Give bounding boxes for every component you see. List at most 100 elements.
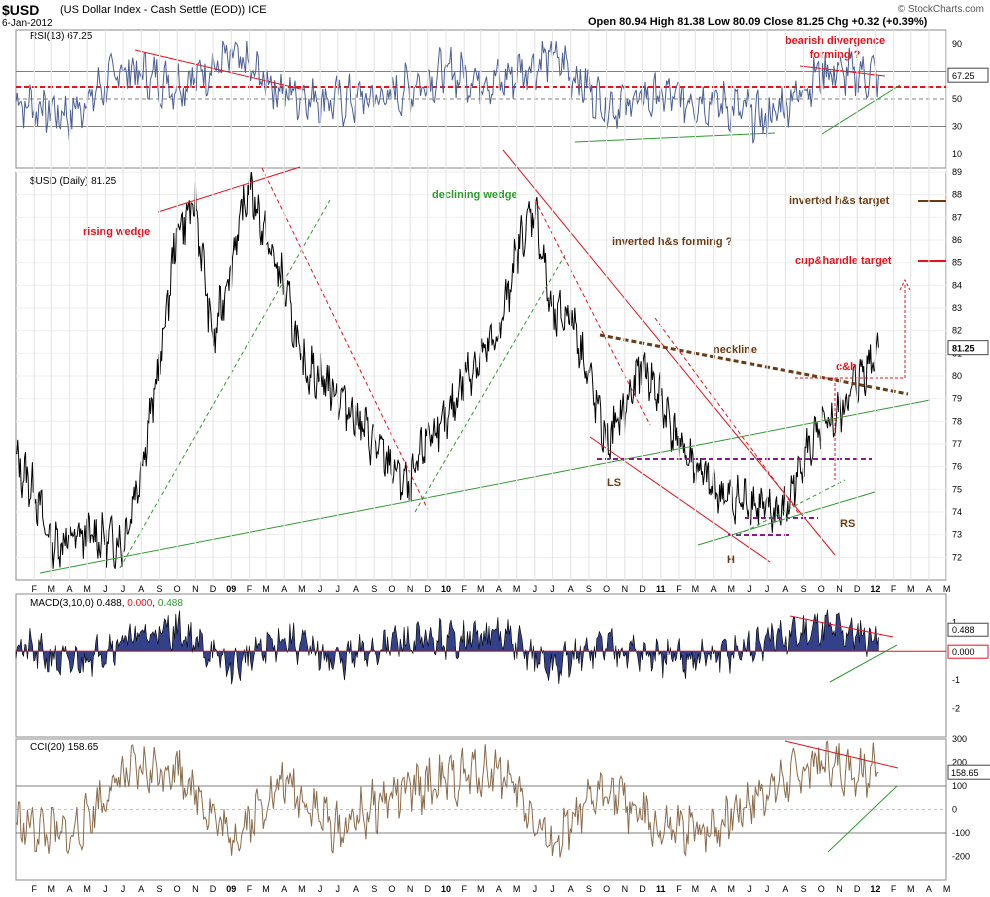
cci-x-tick-label: S: [157, 884, 163, 894]
price-x-tick-label: N: [192, 584, 199, 594]
price-tick-label: 83: [952, 303, 962, 313]
cci-title: CCI(20) 158.65: [30, 742, 99, 753]
cci-x-tick-label: N: [407, 884, 414, 894]
macd-tick-label: -2: [952, 703, 960, 713]
decline-green-dashed: [414, 254, 566, 513]
cci-x-tick-label: J: [765, 884, 770, 894]
price-x-tick-label: F: [891, 584, 897, 594]
macd-histogram: [15, 609, 879, 685]
price-x-tick-label: J: [121, 584, 126, 594]
cci-series-line: [15, 740, 879, 858]
cci-x-tick-label: N: [836, 884, 843, 894]
cci-x-tick-label: A: [568, 884, 574, 894]
cci-x-tick-label: M: [477, 884, 485, 894]
price-x-tick-label: M: [298, 584, 306, 594]
price-last-value-box: [947, 340, 989, 356]
macd-title: MACD(3,10,0) 0.488, 0.000, 0.488: [30, 598, 183, 609]
price-tick-label: 73: [952, 530, 962, 540]
cci-last-value-box: [947, 764, 990, 780]
cci-x-tick-label: 09: [226, 884, 236, 894]
price-tick-label: 80: [952, 371, 962, 381]
price-title: $USD (Daily) 81.25: [30, 176, 117, 187]
price-x-tick-label: A: [353, 584, 359, 594]
cci-x-tick-label: A: [67, 884, 73, 894]
brand-watermark: © StockCharts.com: [897, 4, 984, 15]
price-x-tick-label: O: [818, 584, 825, 594]
price-x-tick-label: N: [622, 584, 629, 594]
price-tick-label: 75: [952, 484, 962, 494]
cci-x-tick-label: M: [907, 884, 915, 894]
cci-x-tick-label: D: [425, 884, 432, 894]
rising-wedge-top: [157, 166, 301, 213]
cci-x-tick-label: O: [174, 884, 181, 894]
price-tick-label: 85: [952, 258, 962, 268]
cci-x-tick-label: S: [586, 884, 592, 894]
price-x-tick-label: J: [318, 584, 323, 594]
decline-dashed-2: [534, 199, 651, 426]
cci-x-tick-label: A: [353, 884, 359, 894]
price-tick-label: 74: [952, 507, 962, 517]
neckline: [599, 333, 909, 396]
cci-x-tick-label: J: [121, 884, 126, 894]
cci-x-tick-label: J: [533, 884, 538, 894]
rsi-tick-label: 30: [952, 122, 962, 132]
cci-tick-label: -100: [952, 828, 970, 838]
cci-x-tick-label: M: [262, 884, 270, 894]
rsi-tick-label: 50: [952, 94, 962, 104]
price-x-tick-label: A: [568, 584, 574, 594]
price-x-tick-label: A: [67, 584, 73, 594]
price-x-tick-label: N: [836, 584, 843, 594]
cci-x-tick-label: F: [461, 884, 467, 894]
price-x-tick-label: 10: [441, 584, 451, 594]
price-x-tick-label: M: [728, 584, 736, 594]
cci-x-tick-label: M: [692, 884, 700, 894]
label-ls: LS: [607, 477, 621, 489]
support-trendline: [39, 399, 931, 574]
cci-x-tick-label: 10: [441, 884, 451, 894]
hs-green-dashed: [737, 479, 846, 536]
cci-x-tick-label: O: [388, 884, 395, 894]
macd-zero-value: 0.000: [952, 647, 975, 657]
price-x-tick-label: S: [157, 584, 163, 594]
price-x-tick-label: A: [496, 584, 502, 594]
price-x-tick-label: S: [586, 584, 592, 594]
label-declining-wedge: declining wedge: [432, 189, 518, 201]
macd-tick-label: -1: [952, 675, 960, 685]
price-tick-label: 76: [952, 462, 962, 472]
price-x-tick-label: S: [371, 584, 377, 594]
cci-x-tick-label: O: [603, 884, 610, 894]
cci-x-tick-label: N: [622, 884, 629, 894]
price-x-tick-label: F: [31, 584, 37, 594]
cci-x-tick-label: F: [676, 884, 682, 894]
rising-wedge-bottom: [119, 199, 331, 569]
cup-handle-target-arrow: [795, 278, 911, 379]
price-x-tick-label: A: [782, 584, 788, 594]
cci-x-tick-label: D: [210, 884, 217, 894]
price-x-tick-label: 11: [656, 584, 666, 594]
rsi-green-trendline-2: [821, 84, 901, 135]
declining-wedge-bottom: [589, 436, 771, 563]
price-tick-label: 77: [952, 439, 962, 449]
price-x-tick-label: M: [477, 584, 485, 594]
rsi-last-value-box: [947, 67, 989, 83]
cci-x-tick-label: M: [728, 884, 736, 894]
cci-x-tick-label: A: [496, 884, 502, 894]
cci-tick-label: 200: [952, 758, 967, 768]
price-x-tick-label: J: [765, 584, 770, 594]
price-x-tick-label: M: [907, 584, 915, 594]
cci-x-tick-label: O: [818, 884, 825, 894]
rsi-red-trendline-1: [134, 49, 306, 91]
price-x-tick-label: M: [83, 584, 91, 594]
cci-x-tick-label: N: [192, 884, 199, 894]
rsi-title: RSI(13) 67.25: [30, 31, 93, 42]
label-rs: RS: [840, 518, 855, 530]
cci-green-trendline: [827, 785, 898, 853]
price-x-tick-label: F: [676, 584, 682, 594]
price-x-tick-label: J: [550, 584, 555, 594]
rsi-last-value: 67.25: [952, 71, 975, 81]
price-x-tick-label: A: [281, 584, 287, 594]
cci-x-tick-label: A: [138, 884, 144, 894]
price-x-tick-label: J: [336, 584, 341, 594]
label-ch: c&h: [836, 361, 857, 373]
cci-x-tick-label: 11: [656, 884, 666, 894]
